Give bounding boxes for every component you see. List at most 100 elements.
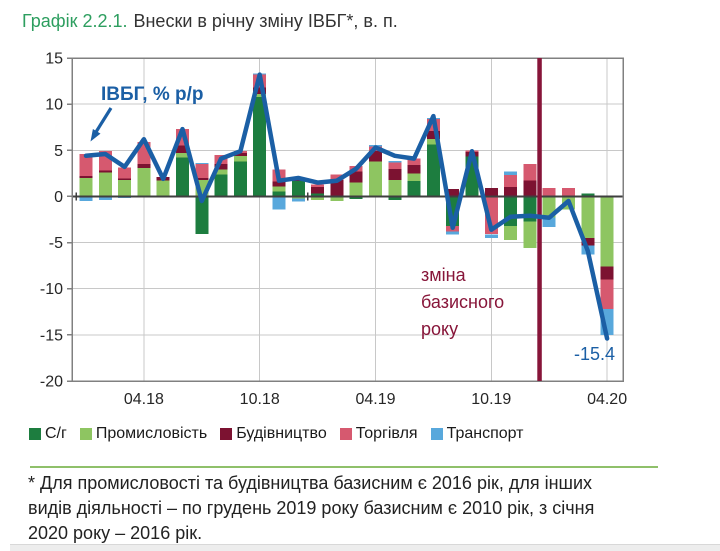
bar-segment [388,162,402,169]
bar-segment [426,139,440,145]
bar-segment [446,231,460,235]
bar-segment [79,178,93,197]
bar-segment [446,189,460,197]
legend-item-4: Торгівля [339,425,418,443]
bar-segment [253,96,267,197]
bar-segment [388,160,402,163]
legend-label: Транспорт [446,425,524,442]
bar-segment [176,157,189,197]
bar-segment [330,196,344,201]
bar-segment [311,196,325,201]
chart-legend: С/г Промисловість Будівництво Торгівля Транс… [29,425,524,443]
bar-segment [504,187,518,197]
bar-segment [214,169,228,175]
bar-segment [176,145,189,154]
bar-segment [388,179,402,197]
bar-segment [523,180,537,197]
x-axis-labels: 04.18 10.18 04.19 10.19 04.20 [124,391,627,408]
x-tick-label: 04.20 [587,391,627,408]
bar-segment [581,238,595,246]
bar-segment [272,196,286,210]
chart-title-text: Внески в річну зміну ІВБГ*, в. п. [133,11,398,31]
bar-segment [407,165,421,174]
footnote-line: * Для промисловості та будівництва базис… [28,473,593,493]
ivbg-line [83,72,610,341]
footnote-divider [30,466,658,468]
last-value-label: -15.4 [574,344,616,364]
y-tick-label: -20 [40,374,63,391]
ivbg-label-arrow-icon [90,107,113,142]
bar-segment [523,221,537,249]
bar-segment [581,196,595,238]
bar-segment [233,161,247,197]
bar-segment [195,178,209,180]
page-bottom-strip [10,544,720,551]
bar-segment [330,174,344,180]
bar-segment [195,164,209,178]
bar-segment [291,196,305,199]
legend-swatch [430,428,443,440]
bar-segment [311,184,325,188]
bar-segment [581,193,595,197]
bar-segment [388,168,402,180]
legend-item-5: Транспорт [430,425,524,443]
bar-segment [369,151,382,162]
legend-item-3: Будівництво [220,425,327,443]
bar-segment [600,196,614,267]
legend-item-1: С/г [29,425,67,443]
bar-segment [253,87,267,94]
bar-segment [195,196,209,235]
bar-segment [311,193,325,197]
bar-segment [272,186,286,192]
bar-segment [542,217,556,227]
legend-swatch [220,428,233,440]
legend-swatch [339,428,352,440]
bar-segment [388,196,402,201]
bar-segment [233,153,247,156]
bar-segment [407,158,421,166]
base-year-change-note: зміна базисного року [421,265,505,339]
bar-segment [407,173,421,181]
chart-title: Графік 2.2.1. Внески в річну зміну ІВБГ*,… [22,11,398,32]
bar-segment [562,188,575,197]
bar-segment [137,167,151,196]
bar-segment [600,266,614,280]
x-tick-label: 10.19 [471,391,511,408]
bar-segment [311,187,325,194]
y-tick-label: 10 [45,97,63,114]
bar-segment [214,164,228,170]
bar-segment [233,155,247,162]
bar-segment [426,130,440,140]
bar-segment [137,164,151,168]
bar-segment [600,279,614,309]
legend-label: С/г [45,425,67,442]
bar-segment [504,175,518,188]
bar-segment [214,174,228,197]
footnote: * Для промисловості та будівництва базис… [28,471,594,546]
bar-segment [253,94,267,97]
bar-segment [484,188,498,197]
bar-segment [291,180,305,197]
x-tick-label: 04.19 [355,391,395,408]
bar-segment [407,180,421,197]
plot-frame [71,57,624,382]
bar-segment [349,171,363,183]
legend-swatch [79,428,92,440]
x-tick-label: 10.18 [240,391,280,408]
legend-label: Торгівля [355,425,418,442]
bar-segment [426,144,440,197]
y-tick-label: 15 [45,51,63,68]
chart-title-number: Графік 2.2.1. [22,11,128,31]
legend-label: Промисловість [95,425,208,442]
footnote-line: видів діяльності – по грудень 2019 року … [28,498,595,518]
bar-segment [176,153,189,158]
y-tick-marks [67,57,72,382]
bar-segment [98,172,112,197]
bar-segment [98,170,112,173]
bar-segment [484,234,498,238]
bar-segment [272,181,286,187]
legend-item-2: Промисловість [79,425,208,443]
bar-segment [349,182,363,197]
